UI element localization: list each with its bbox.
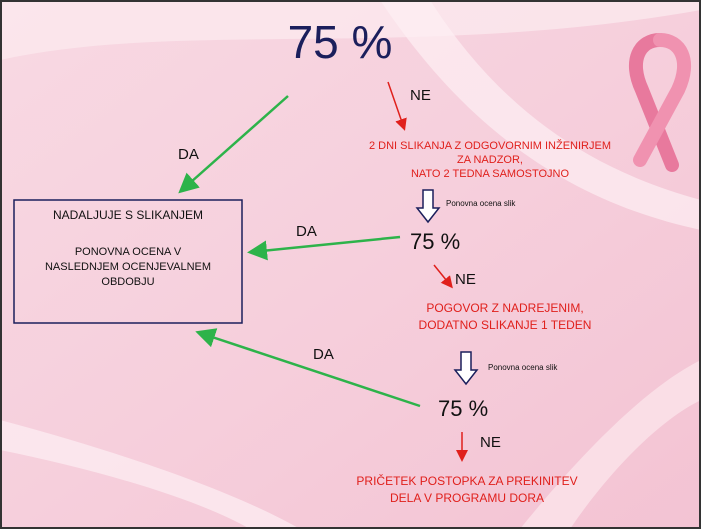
yes-label: DA bbox=[178, 146, 199, 163]
percent: 75 % bbox=[438, 396, 488, 421]
box-line: NASLEDNJEM OCENJEVALNEM bbox=[45, 261, 211, 273]
yes-label: DA bbox=[313, 346, 334, 363]
action-line: NATO 2 TEDNA SAMOSTOJNO bbox=[411, 168, 570, 180]
no-label: NE bbox=[410, 87, 431, 104]
yes-label: DA bbox=[296, 223, 317, 240]
box-line: OBDOBJU bbox=[101, 276, 154, 288]
no-label: NE bbox=[455, 271, 476, 288]
action-line: ZA NADZOR, bbox=[457, 154, 523, 166]
action-line: PRIČETEK POSTOPKA ZA PREKINITEV bbox=[356, 473, 577, 488]
slide: 75 % NE 2 DNI SLIKANJA Z ODGOVORNIM INŽE… bbox=[0, 0, 701, 529]
action-line: POGOVOR Z NADREJENIM, bbox=[426, 301, 583, 315]
box-title: NADALJUJE S SLIKANJEM bbox=[53, 208, 203, 222]
action-line: DODATNO SLIKANJE 1 TEDEN bbox=[419, 318, 592, 332]
reassess-label: Ponovna ocena slik bbox=[488, 363, 558, 372]
no-label: NE bbox=[480, 434, 501, 451]
action-line: 2 DNI SLIKANJA Z ODGOVORNIM INŽENIRJEM bbox=[369, 139, 611, 152]
percent: 75 % bbox=[410, 229, 460, 254]
percent: 75 % bbox=[288, 16, 393, 68]
action-line: DELA V PROGRAMU DORA bbox=[390, 491, 544, 505]
reassess-label: Ponovna ocena slik bbox=[446, 199, 516, 208]
box-line: PONOVNA OCENA V bbox=[75, 246, 182, 258]
